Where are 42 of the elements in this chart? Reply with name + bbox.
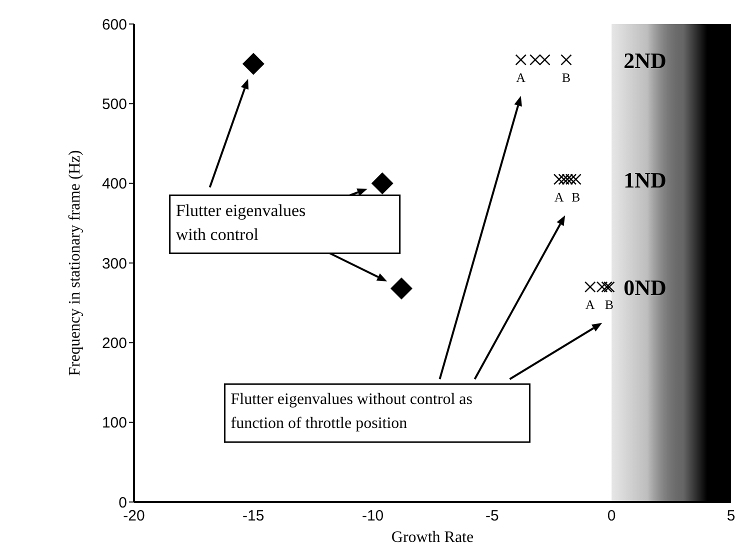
text-box: Flutter eigenvalues with control xyxy=(169,194,401,254)
x-tick-label: 5 xyxy=(726,508,736,525)
x-tick-label: -10 xyxy=(362,508,384,525)
x-axis-title: Growth Rate xyxy=(391,529,474,546)
point xyxy=(530,54,541,66)
y-tick-label: 100 xyxy=(102,414,127,432)
point xyxy=(553,174,565,185)
point xyxy=(565,174,577,185)
point xyxy=(558,174,570,185)
point xyxy=(596,281,608,293)
y-tick-label: 600 xyxy=(102,16,127,34)
annotation: A xyxy=(585,296,596,312)
annotation: B xyxy=(562,70,571,85)
point xyxy=(604,281,615,293)
annotation: 2ND xyxy=(624,48,666,73)
point xyxy=(562,174,574,185)
x-tick-label: -5 xyxy=(486,508,499,525)
y-tick-label: 500 xyxy=(102,96,127,113)
annotation: 0ND xyxy=(624,274,666,300)
point xyxy=(539,54,550,66)
y-axis-title: Frequency in stationary frame (Hz) xyxy=(66,150,84,376)
x-tick-label: 0 xyxy=(607,508,616,525)
text-box: Flutter eigenvalues without control as function of throttle position xyxy=(224,383,530,443)
point xyxy=(371,172,394,194)
y-tick-label: 200 xyxy=(102,334,127,352)
x-tick-label: -15 xyxy=(242,508,264,525)
annotation: B xyxy=(604,296,614,312)
annotation: A xyxy=(516,70,526,85)
point xyxy=(390,277,412,300)
point xyxy=(560,54,572,66)
point xyxy=(584,281,596,293)
point xyxy=(601,281,612,293)
annotation: B xyxy=(571,189,580,204)
annotation: A xyxy=(554,189,564,204)
annotation: 1ND xyxy=(624,167,666,192)
annotation: Flutter eigenvalues with control xyxy=(176,200,307,246)
y-tick-label: 300 xyxy=(102,255,127,272)
y-tick-label: 400 xyxy=(102,176,127,193)
point xyxy=(515,54,527,66)
annotation: Flutter eigenvalues without control as function of throttle position xyxy=(230,390,474,434)
point xyxy=(242,52,264,75)
point xyxy=(570,174,582,185)
